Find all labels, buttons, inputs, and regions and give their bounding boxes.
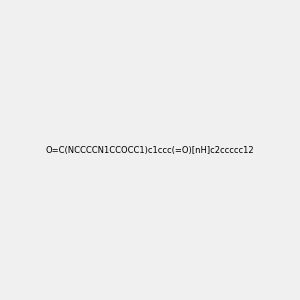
Text: O=C(NCCCCN1CCOCC1)c1ccc(=O)[nH]c2ccccc12: O=C(NCCCCN1CCOCC1)c1ccc(=O)[nH]c2ccccc12 [46,146,254,154]
